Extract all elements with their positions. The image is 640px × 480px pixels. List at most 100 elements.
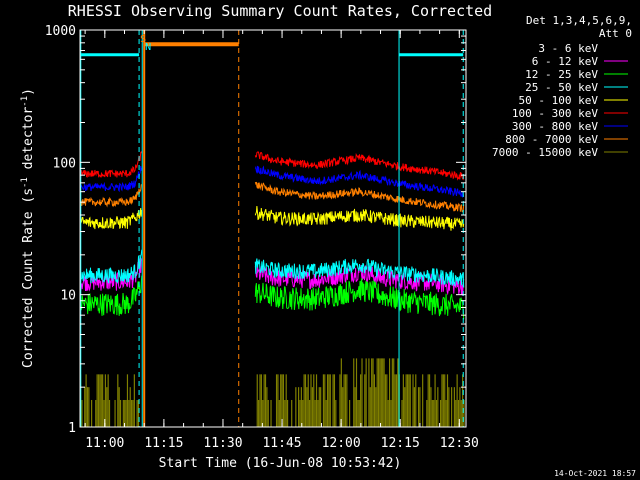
data-bar [97, 374, 100, 427]
legend-header-line1: Det 1,3,4,5,6,9, [526, 14, 632, 27]
series-50-100kev [79, 205, 465, 231]
data-bar [264, 374, 267, 427]
data-bar [459, 387, 461, 427]
data-bar [422, 374, 424, 427]
series-line [79, 150, 143, 178]
series-7000-15000kev [80, 358, 465, 427]
data-bar [383, 358, 385, 427]
data-bar [451, 387, 453, 427]
legend-header-line2: Att 0 [599, 27, 632, 40]
series-line [254, 151, 465, 181]
data-bar [433, 399, 435, 427]
data-bar [114, 399, 116, 427]
data-bar [124, 399, 126, 427]
data-bar [99, 374, 101, 427]
data-bar [357, 399, 359, 427]
data-bar [310, 374, 312, 427]
legend-label: 12 - 25 keV [525, 68, 598, 81]
data-bar [346, 374, 348, 427]
data-bar [100, 374, 102, 427]
data-bar [437, 387, 439, 427]
data-bar [455, 399, 457, 427]
data-bar [388, 358, 391, 427]
data-bar [262, 399, 264, 427]
data-bar [299, 399, 301, 427]
x-axis-label: Start Time (16-Jun-08 10:53:42) [159, 456, 402, 471]
series-100-300kev [79, 150, 465, 181]
data-bar [415, 374, 417, 427]
y-tick-label: 100 [53, 156, 76, 171]
data-bar [456, 374, 458, 427]
data-bar [342, 387, 344, 427]
data-bar [258, 399, 260, 427]
data-bar [285, 374, 287, 427]
data-bar [387, 399, 389, 427]
data-bar [304, 374, 307, 427]
data-layer [79, 150, 465, 427]
data-bar [309, 399, 311, 427]
data-bar [311, 387, 313, 427]
x-tick-label: 12:15 [381, 436, 420, 451]
data-bar [355, 358, 358, 427]
data-bar [122, 399, 124, 427]
data-bar [448, 387, 450, 427]
data-bar [377, 358, 380, 427]
data-bar [117, 374, 119, 427]
data-bar [376, 358, 378, 427]
annotation-layer: SN [80, 30, 464, 427]
series-line [254, 278, 465, 320]
data-bar [302, 399, 304, 427]
series-line [79, 207, 143, 230]
series-line [79, 166, 143, 193]
data-bar [402, 374, 404, 427]
x-tick-label: 12:00 [322, 436, 361, 451]
data-bar [282, 374, 285, 427]
data-bar [118, 387, 120, 427]
data-bar [353, 358, 355, 427]
data-bar [340, 358, 342, 427]
footer-timestamp: 14-Oct-2021 18:57 [554, 469, 636, 478]
data-bar [372, 358, 374, 427]
series-line [254, 298, 465, 348]
data-bar [384, 374, 387, 427]
data-bar [394, 374, 396, 427]
data-bar [371, 358, 373, 427]
data-bar [368, 358, 370, 427]
data-bar [266, 387, 268, 427]
data-bar [335, 399, 337, 427]
data-bar [412, 374, 414, 427]
legend-label: 300 - 800 keV [512, 120, 598, 133]
legend-label: 7000 - 15000 keV [492, 146, 598, 159]
data-bar [314, 399, 316, 427]
data-bar [281, 374, 283, 427]
series-12-25kev [79, 275, 465, 320]
data-bar [397, 358, 399, 427]
data-bar [441, 374, 443, 427]
data-bar [382, 358, 384, 427]
data-bar [102, 374, 104, 427]
data-bar [391, 358, 393, 427]
data-bar [260, 374, 262, 427]
data-bar [358, 399, 360, 427]
data-bar [463, 399, 465, 427]
data-bar [349, 399, 351, 427]
data-bar [360, 374, 362, 427]
legend-label: 3 - 6 keV [538, 42, 598, 55]
series-line [79, 275, 143, 316]
data-bar [426, 399, 428, 427]
x-tick-label: 11:00 [85, 436, 124, 451]
data-bar [103, 399, 105, 427]
y-tick-label: 1 [68, 421, 76, 436]
data-bar [379, 358, 381, 427]
data-bar [95, 399, 97, 427]
data-bar [315, 374, 318, 427]
data-bar [333, 374, 336, 427]
data-bar [126, 374, 129, 427]
data-bar [286, 399, 289, 427]
data-bar [386, 374, 388, 427]
data-bar [322, 374, 325, 427]
series-line [79, 311, 140, 347]
data-bar [442, 374, 444, 427]
data-bar [373, 374, 376, 427]
